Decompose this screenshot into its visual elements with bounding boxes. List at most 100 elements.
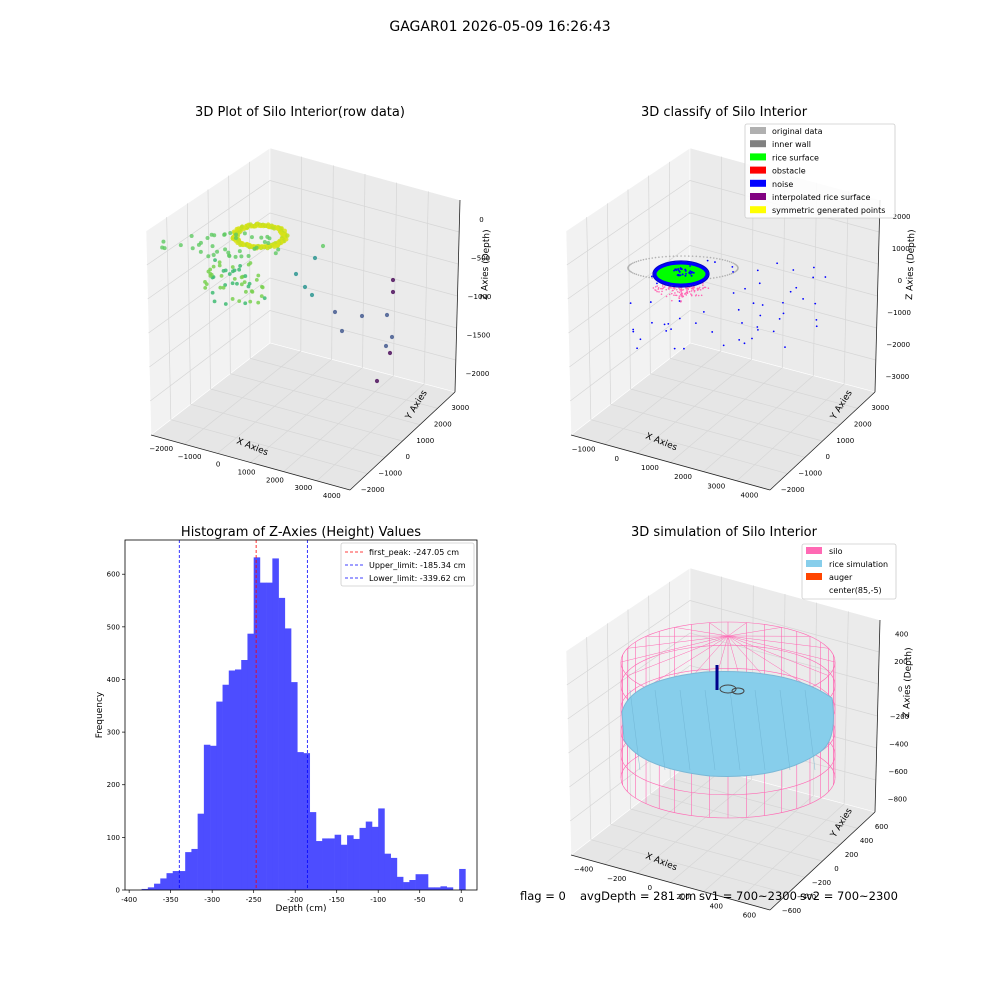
data-point <box>680 292 683 294</box>
silo-roof-wire <box>709 622 729 637</box>
legend-swatch <box>750 153 766 161</box>
data-point <box>651 277 654 279</box>
data-point <box>658 256 660 259</box>
z-tick-label: −800 <box>888 795 907 803</box>
histogram-bar <box>340 844 348 890</box>
x-axis-line <box>150 434 351 491</box>
data-point <box>722 344 725 347</box>
data-point <box>696 288 699 290</box>
data-point <box>387 350 393 356</box>
histogram-bar <box>440 886 447 890</box>
data-point <box>673 294 675 297</box>
data-point <box>675 294 678 297</box>
data-point <box>702 311 705 313</box>
histogram-bar <box>415 874 423 890</box>
data-point <box>661 290 663 293</box>
histogram-bar <box>303 753 311 890</box>
grid-line <box>670 777 858 829</box>
data-point <box>657 288 660 290</box>
data-point <box>633 261 636 264</box>
data-point <box>660 293 663 295</box>
data-point <box>657 287 660 289</box>
data-point <box>802 298 805 300</box>
data-point <box>196 242 201 247</box>
z-tick-label: 0 <box>898 277 902 285</box>
z-tick-label: 400 <box>895 631 908 639</box>
data-point <box>686 292 689 294</box>
data-point <box>685 272 687 275</box>
data-point <box>732 292 735 294</box>
data-point <box>642 275 645 278</box>
data-point <box>681 289 683 291</box>
z-tick-label: 200 <box>894 658 907 666</box>
data-point <box>684 274 687 277</box>
data-point <box>668 293 671 296</box>
histogram-bar <box>390 857 398 890</box>
x-tick-label: 1000 <box>238 469 256 477</box>
z-tick-label: −600 <box>888 768 907 776</box>
data-point <box>320 243 326 249</box>
data-point <box>691 255 694 257</box>
data-point <box>222 232 227 237</box>
data-point <box>668 255 671 258</box>
data-point <box>687 255 690 257</box>
histogram-bar <box>197 813 205 890</box>
data-point <box>648 276 650 279</box>
data-point <box>709 256 712 259</box>
data-point <box>693 290 696 293</box>
x-tick-label: 1000 <box>641 464 659 472</box>
data-point <box>661 285 664 287</box>
silo-roof-wire <box>727 635 836 663</box>
x-tick-label: 200 <box>676 893 689 901</box>
data-point <box>632 330 635 333</box>
z-tick-label: 2000 <box>893 213 911 221</box>
panel-raw-3d-plot: 3D Plot of Silo Interior(row data) −2000… <box>145 105 492 500</box>
legend-label: symmetric generated points <box>772 206 885 215</box>
data-point <box>230 297 235 301</box>
y-tick-label: −2000 <box>361 486 385 494</box>
legend-swatch <box>750 127 766 134</box>
silo-roof-wire <box>674 627 729 637</box>
data-point <box>230 269 235 274</box>
rice-mesh-line <box>779 689 791 771</box>
legend-swatch <box>750 179 766 187</box>
grid-line <box>149 277 457 368</box>
histogram-xlabel: Depth (cm) <box>275 904 326 914</box>
data-point <box>737 308 740 311</box>
panel-raw-points <box>160 221 396 384</box>
data-point <box>630 263 633 265</box>
y-tick-label: 0 <box>834 865 838 873</box>
data-point <box>712 257 715 259</box>
panel-simulation-x-ticks: −400 −200 0 200 400 600 <box>574 866 756 920</box>
data-point <box>675 268 678 271</box>
data-point <box>700 294 703 297</box>
histogram-bar <box>459 868 466 890</box>
panel-raw-axes-box <box>145 147 461 491</box>
z-tick-label: −1500 <box>467 331 491 339</box>
histogram-legend: first_peak: -247.05 cm Upper_limit: -185.… <box>340 542 475 587</box>
histogram-bar <box>334 834 342 890</box>
data-point <box>389 334 395 340</box>
data-point <box>219 273 224 278</box>
z-axis-line <box>874 619 881 813</box>
data-point <box>815 325 818 328</box>
data-point <box>248 261 253 265</box>
histogram-bar <box>178 871 186 890</box>
data-point <box>691 271 694 274</box>
z-tick-label: −400 <box>889 740 908 748</box>
data-point <box>651 275 653 278</box>
data-point <box>776 262 779 265</box>
x-tick-label: 2000 <box>266 476 284 484</box>
rice-mesh-line <box>704 689 716 771</box>
legend-swatch <box>806 586 822 593</box>
data-point <box>218 285 223 290</box>
data-point <box>302 284 308 290</box>
data-point <box>629 263 631 266</box>
data-point <box>756 326 759 328</box>
data-point <box>744 287 746 290</box>
data-point <box>692 271 695 274</box>
z-tick-label: −200 <box>890 713 909 721</box>
data-point <box>661 256 664 258</box>
silo-roof-wire <box>627 635 729 676</box>
data-point <box>726 274 729 276</box>
